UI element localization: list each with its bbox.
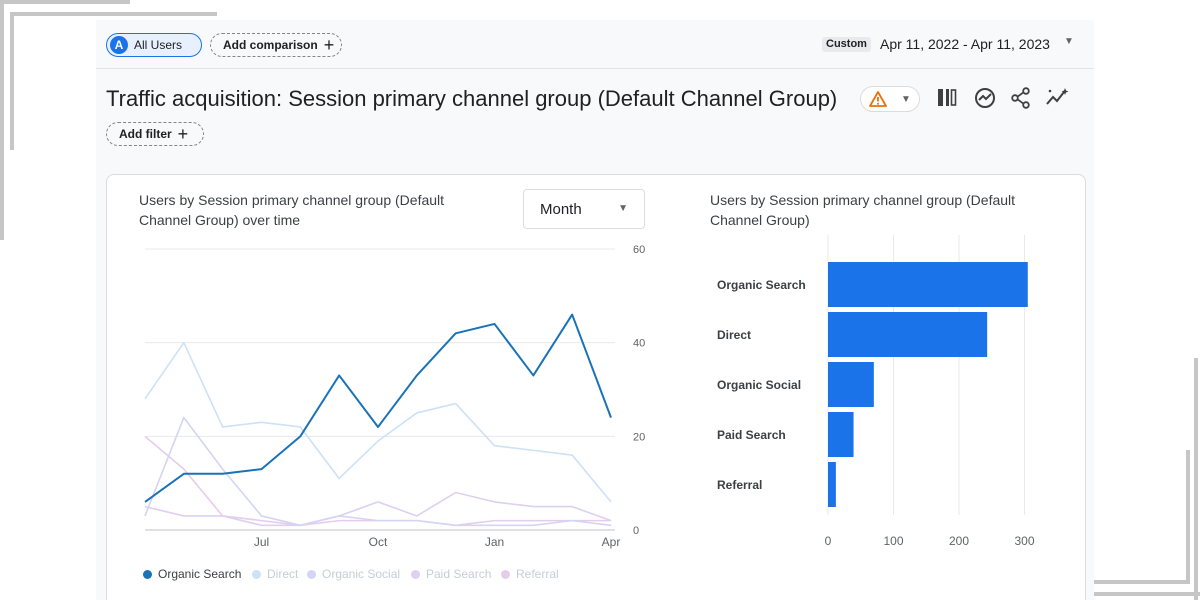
line-chart: 0 20 40 60 Jul Oct Jan Apr [144,244,645,549]
decor-frame-right [1186,450,1190,584]
decor-frame-top-outer [0,0,130,4]
x-tick-label: Jul [254,535,269,549]
chevron-down-icon: ▼ [618,203,628,214]
plus-icon: + [323,35,335,55]
data-quality-button[interactable]: ▼ [860,86,920,112]
y-tick-label: 40 [633,338,645,350]
report-topbar: A All Users Add comparison + Custom Apr … [96,20,1094,69]
bar-chart: 0 100 200 300 Organic Search Direct Organic So… [717,235,1035,548]
category-label: Paid Search [717,428,786,442]
decor-frame-left-outer [0,0,4,240]
y-tick-label: 20 [633,431,645,443]
decor-frame-bottom-outer [1066,592,1200,596]
share-icon[interactable] [1008,85,1034,111]
legend-referral[interactable]: Referral [501,567,559,581]
bar-chart-title-line1: Users by Session primary channel group (… [710,192,1016,208]
x-tick-label: 300 [1014,534,1034,548]
date-range-picker[interactable]: Apr 11, 2022 - Apr 11, 2023 [880,36,1050,52]
category-label: Direct [717,328,751,342]
bar-chart-title: Users by Session primary channel group (… [710,190,1015,230]
add-filter-button[interactable]: Add filter + [106,122,204,146]
x-tick-label: 0 [825,534,832,548]
compare-columns-icon[interactable] [934,85,960,111]
granularity-select[interactable]: Month ▼ [523,189,645,229]
bar-paid-search [828,412,854,457]
series-line-referral [144,435,611,527]
series-line-paid-search [144,491,612,527]
legend-label: Referral [516,567,559,581]
legend-dot [252,569,261,579]
legend-label: Direct [267,567,299,581]
insights-icon[interactable] [972,85,998,111]
y-tick-label: 60 [633,244,645,256]
line-chart-title-line2: Channel Group) over time [139,212,301,228]
x-tick-label: Apr [602,535,621,549]
series-line-direct [144,341,612,503]
legend-paid-search[interactable]: Paid Search [411,567,491,581]
legend-organic-social[interactable]: Organic Social [307,567,400,581]
legend-organic-search[interactable]: Organic Search [143,567,241,581]
legend-direct[interactable]: Direct [252,567,298,581]
plus-icon: + [177,124,189,144]
custom-badge: Custom [822,37,871,52]
decor-frame-left [10,12,14,150]
x-tick-label: 200 [949,534,969,548]
x-tick-label: Oct [369,535,388,549]
category-label: Referral [717,478,762,492]
add-comparison-label: Add comparison [223,38,318,52]
chevron-down-icon[interactable]: ▼ [1064,36,1074,47]
bar-direct [828,312,988,357]
series-line-organic-search [144,313,612,503]
category-label: Organic Search [717,278,806,292]
analytics-report: A All Users Add comparison + Custom Apr … [96,20,1094,600]
line-chart-title-line1: Users by Session primary channel group (… [139,192,445,208]
granularity-value: Month [540,200,582,218]
bar-referral [828,462,836,507]
bar-organic-search [828,262,1028,307]
warning-icon [869,91,887,107]
y-tick-label: 0 [633,525,639,537]
add-comparison-button[interactable]: Add comparison + [210,33,342,57]
category-label: Organic Social [717,378,801,392]
charts-card: Users by Session primary channel group (… [106,174,1086,600]
legend-dot [501,569,510,579]
x-tick-label: Jan [485,535,504,549]
segment-avatar: A [110,36,128,54]
bar-chart-title-line2: Channel Group) [710,212,810,228]
bar-organic-social [828,362,874,407]
x-tick-label: 100 [883,534,903,548]
series-line-organic-social [144,416,612,527]
legend-label: Paid Search [426,567,492,581]
decor-frame-right-outer [1194,358,1198,600]
all-users-label: All Users [134,38,183,52]
anomaly-icon[interactable] [1044,85,1070,111]
add-filter-label: Add filter [119,127,172,141]
decor-frame-top [10,12,217,16]
legend-label: Organic Search [158,567,242,581]
legend-dot [307,569,316,579]
all-users-chip[interactable]: A All Users [106,33,202,57]
page-title: Traffic acquisition: Session primary cha… [106,86,838,111]
line-chart-title: Users by Session primary channel group (… [139,190,444,230]
chevron-down-icon: ▼ [901,93,911,105]
legend-dot [411,569,420,579]
legend-label: Organic Social [322,567,401,581]
legend-dot [143,569,152,579]
